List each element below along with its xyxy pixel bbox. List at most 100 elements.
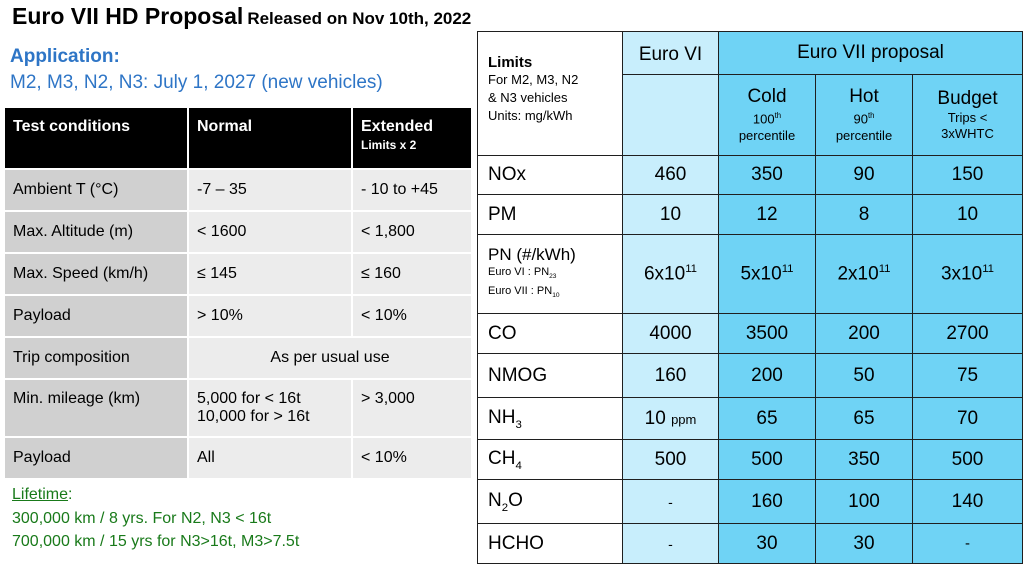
limits-subheader-row: Cold 100th percentile Hot 90th percentil… bbox=[478, 74, 1024, 156]
column-hot: Hot 90th percentile bbox=[815, 74, 913, 156]
hot-value: 65 bbox=[815, 397, 913, 440]
cold-value: 12 bbox=[718, 194, 816, 235]
pollutant-label-n2o: N2O bbox=[477, 479, 623, 524]
euro6-value: 4000 bbox=[622, 313, 719, 354]
euro6-value: - bbox=[622, 479, 719, 524]
row-extended: - 10 to +45 bbox=[351, 168, 473, 212]
header-extended: Extended Limits x 2 bbox=[351, 106, 473, 170]
pn-note-2-sub: 10 bbox=[552, 292, 560, 300]
table-row: Payload All < 10% bbox=[3, 436, 473, 480]
pn-budget-base: 3x10 bbox=[940, 263, 983, 285]
limits-note-2: & N3 vehicles bbox=[488, 90, 568, 105]
limits-row-pm: PM 10 12 8 10 bbox=[477, 194, 1024, 235]
pn-exponent: 11 bbox=[685, 262, 698, 275]
nh3-e6-value: 10 bbox=[644, 407, 666, 429]
hot-value: 8 bbox=[815, 194, 913, 235]
limits-note-1: For M2, M3, N2 bbox=[488, 72, 579, 87]
row-normal: -7 – 35 bbox=[187, 168, 353, 212]
n2o-label-tail: O bbox=[508, 489, 523, 511]
limits-row-nox: NOx 460 350 90 150 bbox=[477, 155, 1024, 195]
lifetime-heading: Lifetime: bbox=[12, 486, 73, 503]
row-merged-value: As per usual use bbox=[187, 336, 473, 380]
application-text: M2, M3, N2, N3: July 1, 2027 (new vehicl… bbox=[10, 72, 383, 93]
header-extended-label: Extended bbox=[361, 118, 434, 135]
pollutant-label: CO bbox=[477, 313, 623, 354]
limits-row-n2o: N2O - 160 100 140 bbox=[477, 479, 1024, 524]
pn-hot-base: 2x10 bbox=[837, 263, 879, 285]
euro6-value: 460 bbox=[622, 155, 719, 195]
row-label: Min. mileage (km) bbox=[3, 378, 189, 438]
pn-label: PN (#/kWh) bbox=[488, 244, 576, 264]
n2o-label: N bbox=[488, 489, 502, 511]
row-label: Payload bbox=[3, 436, 189, 480]
euro6-value: 10 bbox=[622, 194, 719, 235]
nh3-label: NH bbox=[488, 406, 516, 428]
cold-percentile-num: 100 bbox=[752, 111, 775, 127]
cold-value: 3500 bbox=[718, 313, 816, 354]
row-extended: < 10% bbox=[351, 294, 473, 338]
pn-exponent: 11 bbox=[781, 262, 794, 275]
column-budget-label: Budget bbox=[937, 88, 998, 109]
pn-cold-base: 5x10 bbox=[740, 263, 782, 285]
limits-table: Limits For M2, M3, N2 & N3 vehicles Unit… bbox=[477, 31, 1024, 564]
title-release-note: Released on Nov 10th, 2022 bbox=[247, 9, 471, 28]
pn-note-1-text: Euro VI : PN bbox=[488, 265, 550, 278]
hot-value: 100 bbox=[815, 479, 913, 524]
header-normal: Normal bbox=[187, 106, 353, 170]
cold-percentile-word: percentile bbox=[738, 127, 796, 143]
budget-value: 10 bbox=[911, 194, 1024, 235]
table-row: Payload > 10% < 10% bbox=[3, 294, 473, 338]
euro6-value: 160 bbox=[622, 353, 719, 398]
budget-sub-2: 3xWHTC bbox=[941, 126, 994, 141]
table-row: Max. Altitude (m) < 1600 < 1,800 bbox=[3, 210, 473, 254]
budget-value: 70 bbox=[911, 397, 1024, 440]
ch4-label: CH bbox=[488, 447, 516, 469]
column-euro-vii-proposal: Euro VII proposal bbox=[717, 31, 1024, 75]
row-label: Max. Altitude (m) bbox=[3, 210, 189, 254]
budget-value: 150 bbox=[911, 155, 1024, 195]
pn-note-2: Euro VII : PN10 bbox=[488, 284, 622, 303]
table-row: Max. Speed (km/h) ≤ 145 ≤ 160 bbox=[3, 252, 473, 296]
limits-note-3: Units: mg/kWh bbox=[488, 108, 573, 123]
row-normal: > 10% bbox=[187, 294, 353, 338]
nh3-e6-unit: ppm bbox=[671, 411, 697, 427]
budget-value: 75 bbox=[911, 353, 1024, 398]
column-euro-vi: Euro VI bbox=[622, 31, 719, 75]
nh3-label-sub: 3 bbox=[515, 418, 522, 431]
row-extended: < 10% bbox=[351, 436, 473, 480]
title-main: Euro VII HD Proposal bbox=[12, 3, 244, 29]
header-test-conditions: Test conditions bbox=[3, 106, 189, 170]
row-label: Max. Speed (km/h) bbox=[3, 252, 189, 296]
column-hot-label: Hot bbox=[849, 86, 879, 108]
table-row: Ambient T (°C) -7 – 35 - 10 to +45 bbox=[3, 168, 473, 212]
limits-header-cell: Limits For M2, M3, N2 & N3 vehicles Unit… bbox=[477, 31, 623, 156]
ch4-label-sub: 4 bbox=[515, 459, 522, 472]
euro6-value: 10 ppm bbox=[622, 397, 719, 440]
cold-value: 350 bbox=[718, 155, 816, 195]
row-extended: > 3,000 bbox=[351, 378, 473, 438]
budget-value: 2700 bbox=[911, 313, 1024, 354]
limits-title: Limits bbox=[488, 54, 533, 71]
hot-value: 350 bbox=[815, 439, 913, 480]
lifetime-line-2: 700,000 km / 15 yrs for N3>16t, M3>7.5t bbox=[12, 533, 300, 550]
hot-percentile-sup: th bbox=[867, 111, 875, 121]
limits-row-hcho: HCHO - 30 30 - bbox=[477, 523, 1024, 564]
pn-exponent: 11 bbox=[982, 262, 995, 275]
row-normal-line2: 10,000 for > 16t bbox=[197, 408, 310, 425]
cold-percentile-sup: th bbox=[774, 111, 782, 121]
hot-value: 50 bbox=[815, 353, 913, 398]
row-extended: < 1,800 bbox=[351, 210, 473, 254]
limits-row-pn: PN (#/kWh) Euro VI : PN23 Euro VII : PN1… bbox=[477, 234, 1024, 314]
column-hot-sub: 90th bbox=[816, 108, 912, 127]
row-label: Payload bbox=[3, 294, 189, 338]
cold-value: 160 bbox=[718, 479, 816, 524]
n2o-label-sub: 2 bbox=[501, 501, 509, 514]
table-header-row: Test conditions Normal Extended Limits x … bbox=[3, 106, 473, 170]
limits-header-row: Limits For M2, M3, N2 & N3 vehicles Unit… bbox=[477, 31, 1024, 156]
budget-value: 3x1011 bbox=[911, 234, 1024, 314]
pollutant-label: PM bbox=[477, 194, 623, 235]
title-release-text: Released on Nov 10th, 2022 bbox=[247, 9, 472, 28]
hot-percentile-word: percentile bbox=[835, 127, 893, 143]
limits-row-ch4: CH4 500 500 350 500 bbox=[477, 439, 1024, 480]
limits-row-nh3: NH3 10 ppm 65 65 70 bbox=[477, 397, 1024, 440]
